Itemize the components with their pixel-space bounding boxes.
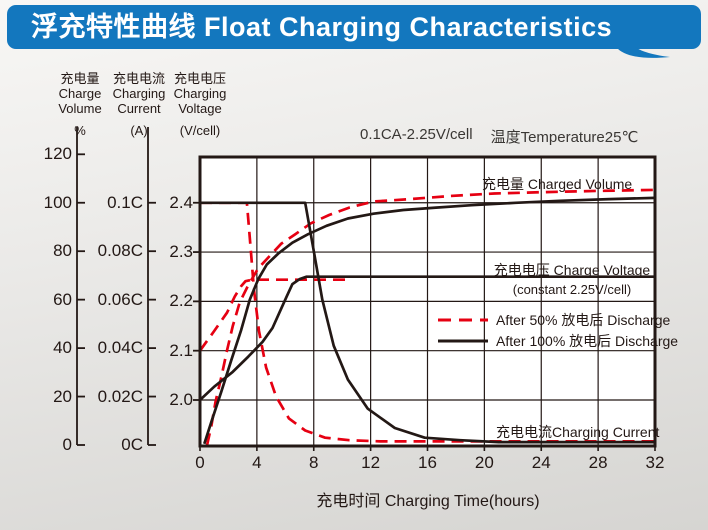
axis-header-charging-voltage: 充电电压 Charging Voltage (V/cell) (164, 71, 236, 138)
voltage-tick-label: 2.3 (169, 242, 193, 262)
x-axis-title: 充电时间 Charging Time(hours) (316, 493, 540, 510)
title-banner-tail-icon (616, 47, 670, 58)
x-tick-label: 20 (474, 453, 494, 472)
curve-charge-voltage-after-50 (198, 278, 350, 352)
axis-header-charging-current: 充电电流 Charging Current (A) (103, 71, 175, 138)
condition-charge-spec: 0.1CA-2.25V/cell (360, 126, 473, 143)
label-charge-voltage-constant: (constant 2.25V/cell) (512, 282, 632, 297)
curve-charge-voltage-after-100 (199, 275, 655, 401)
axis-unit: (V/cell) (179, 123, 221, 138)
axis-title-line: 充电电压 (173, 71, 226, 86)
axis-title-line: Charging (173, 86, 227, 101)
current-tick-label: 0C (121, 435, 143, 454)
x-tick-label: 8 (309, 453, 319, 472)
axis-title-line: Current (117, 101, 161, 116)
curve-charging-current-after-100 (200, 201, 655, 444)
condition-temperature: 温度Temperature25℃ (490, 129, 639, 146)
page-title: 浮充特性曲线 Float Charging Characteristics (31, 12, 613, 42)
voltage-tick-label: 2.2 (169, 291, 193, 311)
legend-dashed-line-icon (438, 318, 488, 321)
label-charge-voltage-group: 充电电压 Charge Voltage (constant 2.25V/cell… (484, 260, 660, 297)
voltage-tick-label: 2.4 (169, 192, 193, 212)
volume-tick-label: 60 (53, 289, 72, 309)
voltage-tick-label: 2.1 (169, 340, 193, 360)
curve-charged-volume-after-100 (203, 196, 656, 445)
x-tick-label: 32 (645, 453, 665, 472)
axis-title-line: Voltage (178, 101, 222, 116)
x-tick-label: 0 (195, 453, 205, 472)
legend-item: After 50% 放电后 Discharge (438, 309, 678, 330)
axis-header-charge-volume: 充电量 Charge Volume% (44, 71, 116, 138)
x-tick-label: 28 (588, 453, 608, 472)
x-tick-label: 12 (361, 453, 381, 472)
axis-unit: % (74, 123, 86, 138)
volume-tick-label: 0 (62, 435, 72, 454)
voltage-tick-label: 2.0 (169, 390, 193, 409)
current-tick-label: 0.04C (97, 338, 143, 358)
curve-charged-volume-after-50 (205, 188, 656, 446)
legend: After 50% 放电后 Discharge After 100% 放电后 Di… (438, 309, 678, 351)
label-charged-volume: 充电量 Charged Volume (482, 176, 633, 192)
volume-tick-label: 80 (53, 241, 72, 261)
axis-title-line: 充电量 (60, 71, 100, 86)
axis-title-line: Charging (112, 86, 166, 101)
current-tick-label: 0.08C (97, 241, 143, 261)
axis-title-line: 充电电流 (112, 71, 165, 86)
axis-title-line: Charge (58, 86, 102, 101)
label-charging-current: 充电电流Charging Current (496, 424, 660, 440)
volume-tick-label: 40 (53, 338, 72, 358)
volume-tick-label: 100 (43, 192, 72, 212)
curve-charging-current-after-50 (200, 201, 655, 443)
x-tick-label: 16 (418, 453, 437, 472)
current-tick-label: 0.06C (97, 289, 143, 309)
legend-label: After 100% 放电后 Discharge (496, 332, 679, 349)
current-tick-label: 0.02C (97, 386, 143, 406)
legend-solid-line-icon (438, 339, 488, 342)
x-tick-label: 4 (252, 453, 262, 472)
volume-tick-label: 120 (43, 144, 72, 164)
title-banner (7, 5, 701, 49)
legend-item: After 100% 放电后 Discharge (438, 330, 678, 351)
axis-unit: (A) (130, 123, 148, 138)
axis-title-line: Volume (58, 101, 102, 116)
volume-tick-label: 20 (53, 386, 72, 406)
legend-label: After 50% 放电后 Discharge (496, 311, 671, 328)
test-condition: 0.1CA-2.25V/cell 温度Temperature25℃ (360, 126, 638, 147)
label-charge-voltage: 充电电压 Charge Voltage (493, 262, 651, 278)
plot-border (198, 155, 657, 448)
current-tick-label: 0.1C (107, 192, 143, 212)
x-tick-label: 24 (531, 453, 551, 472)
